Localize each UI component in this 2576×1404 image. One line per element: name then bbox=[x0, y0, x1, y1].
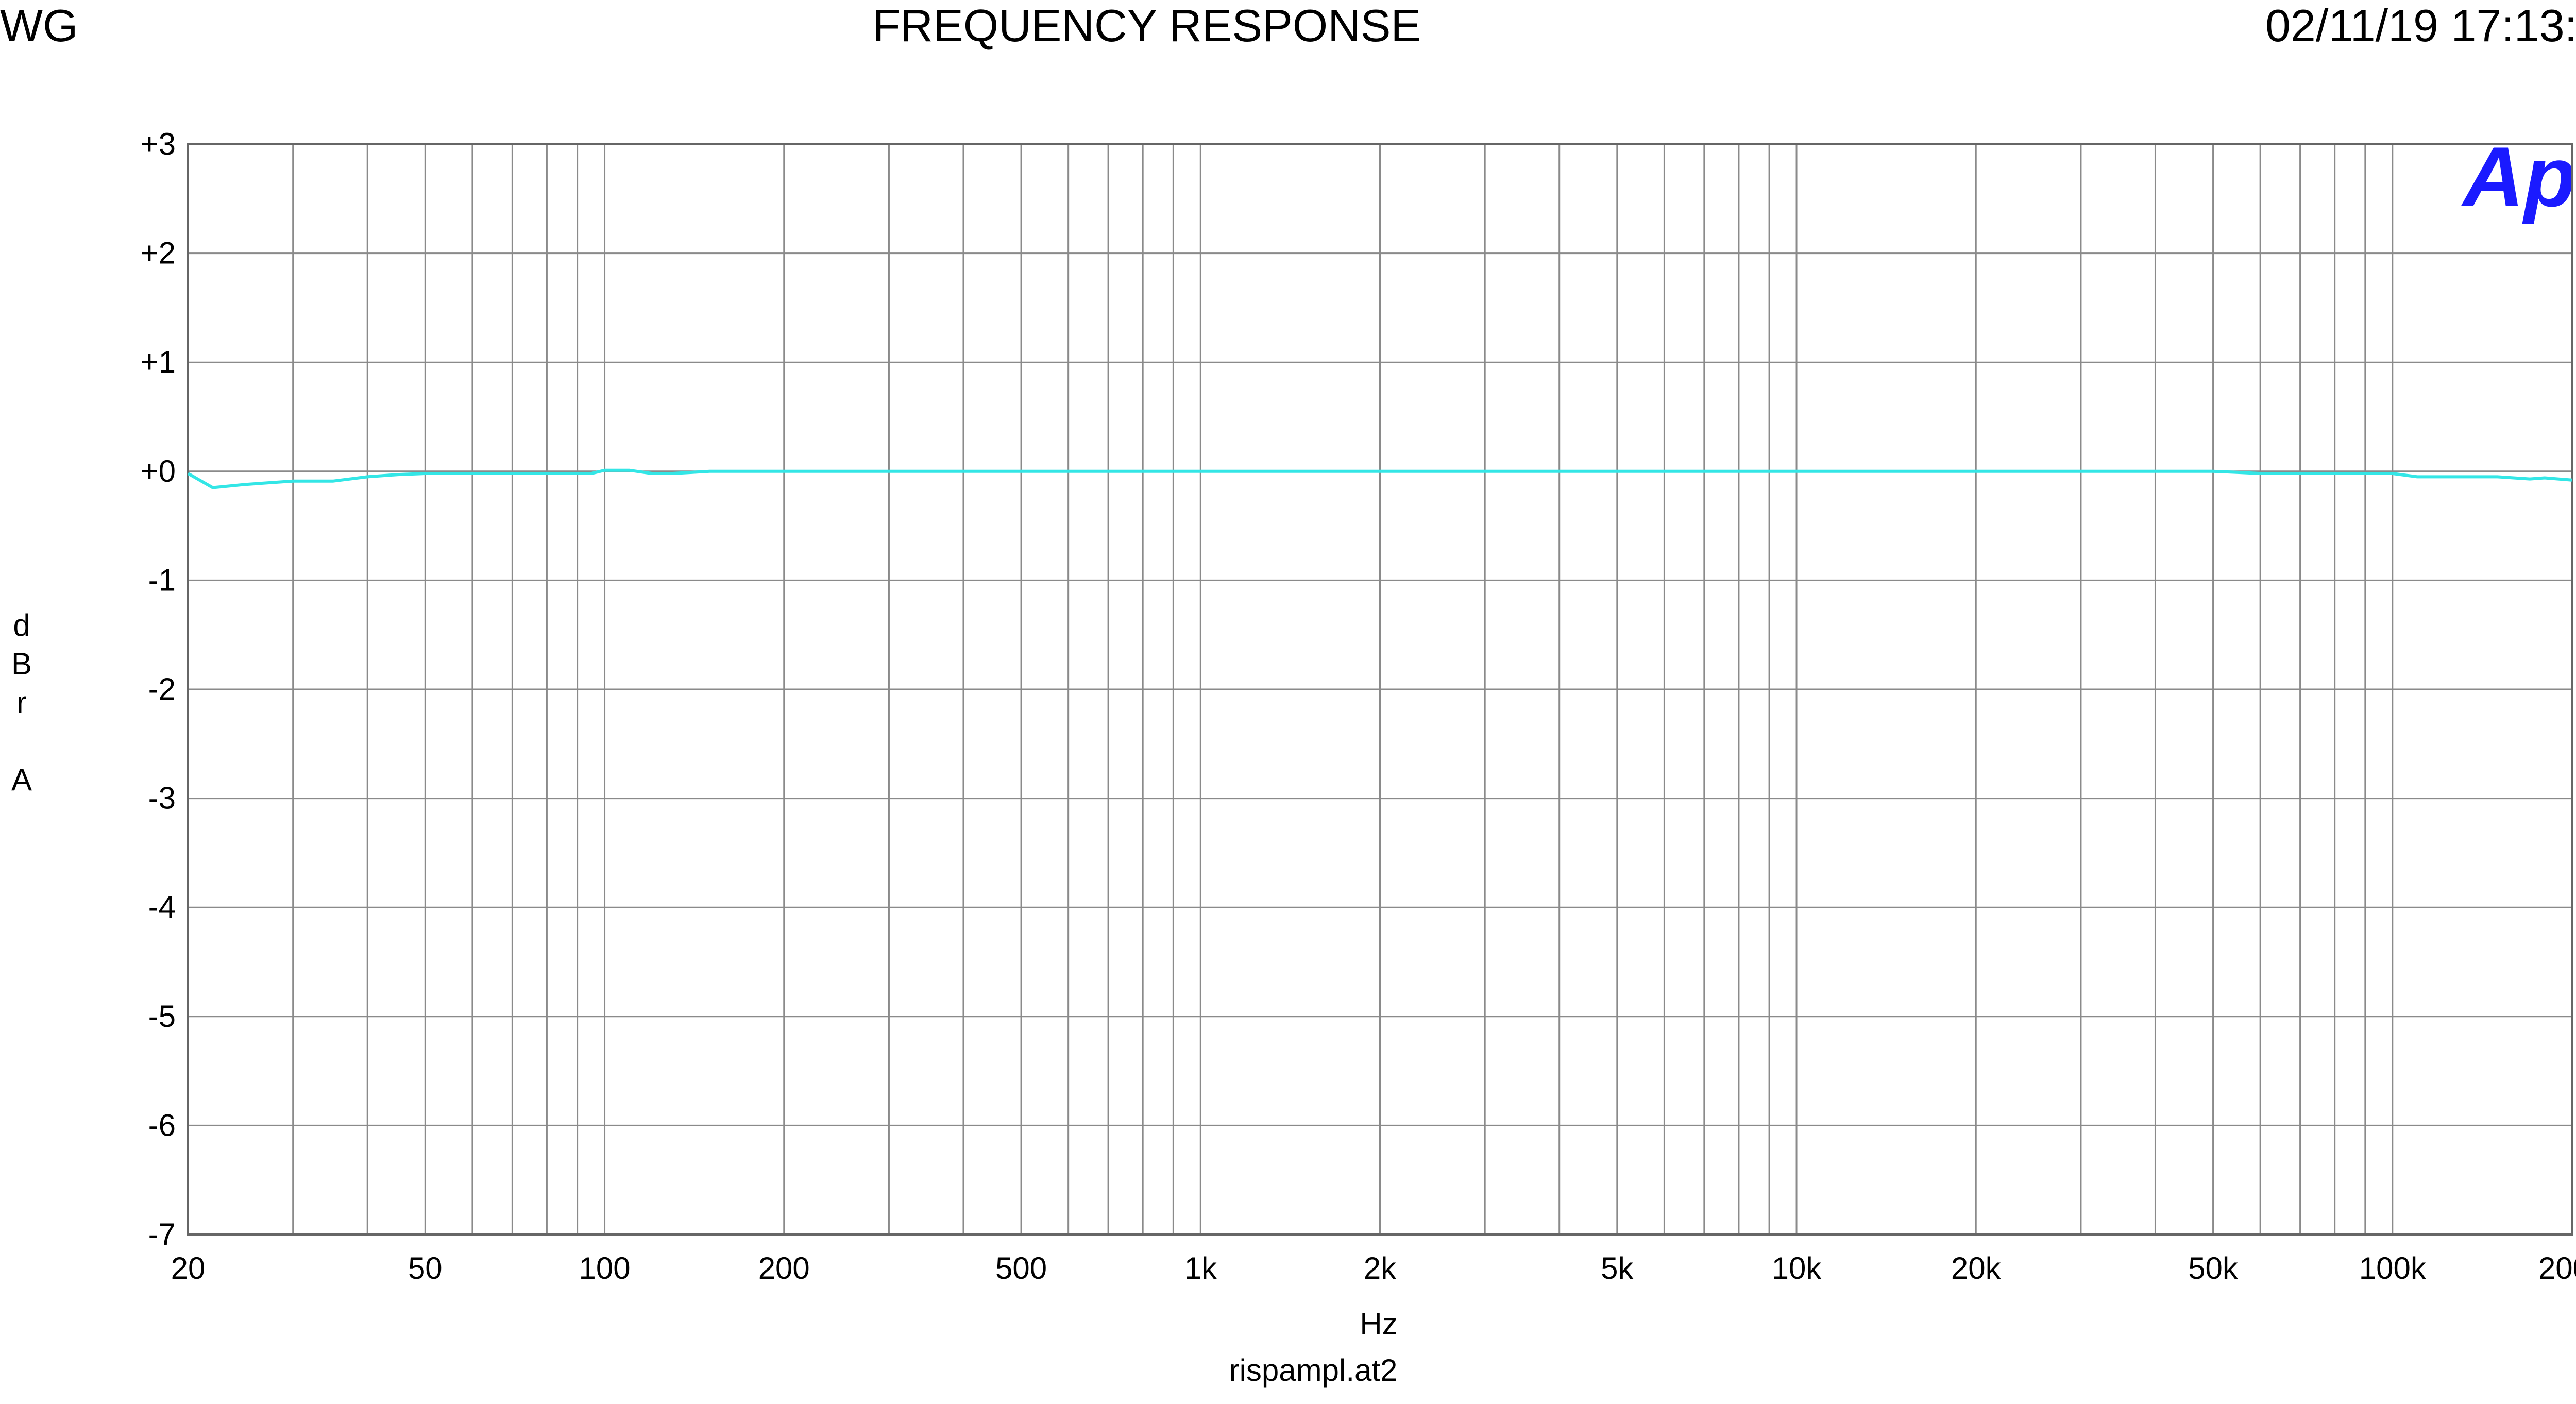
y-tick-label: +1 bbox=[141, 345, 176, 379]
y-tick-label: +0 bbox=[141, 454, 176, 488]
x-tick-label: 100k bbox=[2359, 1251, 2427, 1285]
x-tick-label: 10k bbox=[1772, 1251, 1822, 1285]
y-tick-label: -5 bbox=[148, 999, 176, 1034]
y-tick-label: -1 bbox=[148, 563, 176, 597]
header-left: WG bbox=[0, 0, 78, 51]
x-tick-label: 50 bbox=[408, 1251, 443, 1285]
x-tick-label: 5k bbox=[1601, 1251, 1634, 1285]
chart-title: FREQUENCY RESPONSE bbox=[873, 0, 1421, 51]
y-tick-label: +2 bbox=[141, 236, 176, 270]
y-tick-label: -3 bbox=[148, 781, 176, 816]
y-tick-label: -4 bbox=[148, 890, 176, 924]
data-line bbox=[187, 468, 2572, 489]
y-tick-label: +3 bbox=[141, 127, 176, 161]
y-tick-label: -7 bbox=[148, 1217, 176, 1251]
footer: rispampl.at2 bbox=[1229, 1353, 1398, 1388]
x-tick-label: 100 bbox=[579, 1251, 630, 1285]
x-tick-label: 20k bbox=[1951, 1251, 2002, 1285]
x-axis-label: Hz bbox=[1360, 1307, 1397, 1341]
x-tick-label: 200k bbox=[2538, 1251, 2576, 1285]
x-tick-label: 500 bbox=[995, 1251, 1047, 1285]
x-tick-label: 1k bbox=[1184, 1251, 1217, 1285]
x-tick-label: 200 bbox=[758, 1251, 810, 1285]
x-tick-label: 20 bbox=[171, 1251, 206, 1285]
x-tick-label: 2k bbox=[1364, 1251, 1397, 1285]
y-tick-label: -6 bbox=[148, 1108, 176, 1142]
y-tick-label: -2 bbox=[148, 672, 176, 706]
y-axis-label: dBr A bbox=[5, 608, 39, 801]
x-tick-label: 50k bbox=[2188, 1251, 2239, 1285]
header-right: 02/11/19 17:13:44 bbox=[2265, 0, 2576, 51]
plot-frame bbox=[187, 143, 2573, 1236]
